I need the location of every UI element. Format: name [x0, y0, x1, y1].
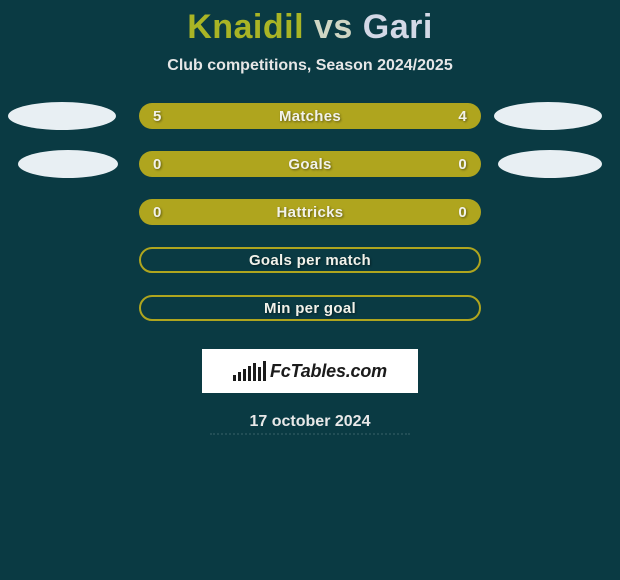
stat-pill: Min per goal	[139, 295, 481, 321]
stat-pill: Goals per match	[139, 247, 481, 273]
date-text: 17 october 2024	[0, 413, 620, 431]
player1-name: Knaidil	[187, 8, 304, 46]
stat-pill: 0 Hattricks 0	[139, 199, 481, 225]
stat-label: Hattricks	[277, 204, 344, 221]
stat-label: Goals	[288, 156, 331, 173]
bar-segment	[248, 366, 251, 381]
right-ellipse	[498, 150, 602, 178]
branding-badge: FcTables.com	[202, 349, 418, 393]
stat-row: 5 Matches 4	[0, 103, 620, 129]
subtitle: Club competitions, Season 2024/2025	[0, 57, 620, 75]
stat-pill: 5 Matches 4	[139, 103, 481, 129]
left-ellipse	[8, 102, 116, 130]
stat-value-left: 0	[153, 156, 162, 173]
stat-value-right: 0	[458, 156, 467, 173]
page-title: Knaidil vs Gari	[0, 8, 620, 47]
stat-label: Min per goal	[264, 300, 356, 317]
stat-value-left: 0	[153, 204, 162, 221]
bar-segment	[238, 372, 241, 381]
stat-label: Matches	[279, 108, 341, 125]
stat-pill: 0 Goals 0	[139, 151, 481, 177]
bar-segment	[258, 367, 261, 381]
stat-rows: 5 Matches 4 0 Goals 0 0 Hattricks 0 Goals per mat…	[0, 103, 620, 321]
player2-name: Gari	[363, 8, 433, 46]
stat-value-right: 4	[458, 108, 467, 125]
bar-segment	[263, 361, 266, 381]
vs-text: vs	[304, 8, 363, 46]
bar-segment	[243, 369, 246, 381]
stat-row: 0 Goals 0	[0, 151, 620, 177]
bars-icon	[233, 361, 266, 381]
bar-segment	[253, 363, 256, 381]
main-container: Knaidil vs Gari Club competitions, Seaso…	[0, 0, 620, 431]
stat-row: Min per goal	[0, 295, 620, 321]
bar-segment	[233, 375, 236, 381]
stat-row: 0 Hattricks 0	[0, 199, 620, 225]
stat-value-left: 5	[153, 108, 162, 125]
right-ellipse	[494, 102, 602, 130]
stat-row: Goals per match	[0, 247, 620, 273]
date-separator	[210, 433, 410, 435]
stat-value-right: 0	[458, 204, 467, 221]
left-ellipse	[18, 150, 118, 178]
branding-text: FcTables.com	[270, 361, 387, 382]
stat-label: Goals per match	[249, 252, 371, 269]
